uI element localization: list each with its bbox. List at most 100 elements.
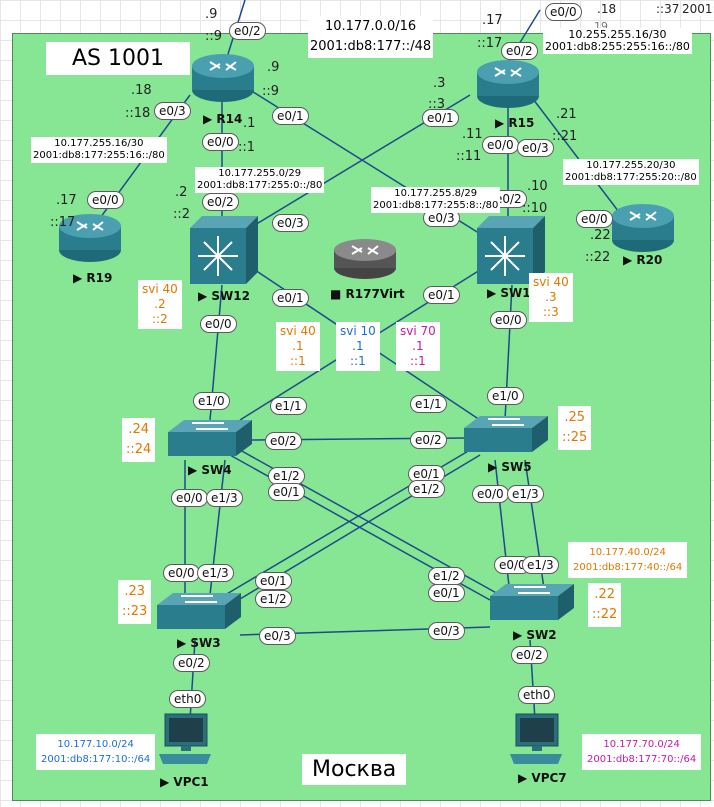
if-sw5-e11[interactable]: e1/1 [410, 395, 447, 413]
if-r14-e01[interactable]: e0/1 [272, 107, 309, 125]
r19-name: ▶ R19 [73, 271, 113, 285]
if-r15-e03[interactable]: e0/3 [517, 139, 554, 157]
svi-vip40-v4: .1 [292, 339, 304, 353]
net-r14-r19-v4: 10.177.255.16/30 [54, 138, 144, 149]
switch-sw4-icon[interactable] [168, 420, 252, 458]
net-r15-top-v4: 10.255.255.16/30 [568, 28, 667, 41]
svi-sw12-v6: ::2 [152, 312, 168, 326]
sw5-name: ▶ SW5 [488, 460, 532, 474]
switch-sw5-icon[interactable] [464, 416, 548, 454]
if-sw3-e01[interactable]: e0/1 [255, 572, 292, 590]
net-r15-r20: 10.177.255.20/30 2001:db8:177:255:20::/8… [563, 159, 699, 185]
if-sw5-e12[interactable]: e1/2 [408, 480, 445, 498]
if-sw2-e02[interactable]: e0/2 [511, 646, 548, 664]
addr-sw2-v4: .22 [594, 587, 615, 602]
if-r14-e00[interactable]: e0/0 [202, 133, 239, 151]
router-r19-icon[interactable] [57, 210, 123, 266]
addr-sw5: .25 ::25 [558, 406, 592, 450]
addr-r15-left-v4: .3 [433, 76, 446, 91]
if-r14-e03[interactable]: e0/3 [154, 102, 191, 120]
top-edge-c: 2001: [682, 2, 714, 16]
svi-sw12-v4: .2 [154, 297, 166, 311]
if-sw4-e12[interactable]: e1/2 [268, 467, 305, 485]
switch-sw3-icon[interactable] [157, 593, 241, 631]
svi-vip40-name: svi 40 [280, 324, 316, 338]
if-sw2-e12[interactable]: e1/2 [428, 567, 465, 585]
if-sw4-e02[interactable]: e0/2 [265, 432, 302, 450]
r177virt-name: ■ R177Virt [330, 287, 405, 301]
r15-label: R15 [508, 116, 535, 130]
if-sw2-e13[interactable]: e1/3 [522, 556, 559, 574]
if-r14-e02[interactable]: e0/2 [229, 22, 266, 40]
if-sw3-e12[interactable]: e1/2 [255, 590, 292, 608]
if-sw13-e01[interactable]: e0/1 [423, 286, 460, 304]
if-sw2-e01[interactable]: e0/1 [428, 584, 465, 602]
if-sw4-e11[interactable]: e1/1 [270, 397, 307, 415]
addr-sw5-v6: ::25 [562, 430, 588, 445]
lan-vlan10-v4: 10.177.10.0/24 [57, 739, 134, 750]
if-sw12-e00[interactable]: e0/0 [200, 315, 237, 333]
if-sw4-e10[interactable]: e1/0 [193, 392, 230, 410]
if-sw2-e03[interactable]: e0/3 [428, 622, 465, 640]
l3switch-sw12-icon[interactable] [190, 216, 258, 284]
net-r14-sw12: 10.177.255.0/29 2001:db8:177:255:0::/80 [195, 167, 325, 193]
sw4-name: ▶ SW4 [188, 463, 232, 477]
lan-vlan40-v4: 10.177.40.0/24 [589, 547, 666, 558]
if-sw12-e01[interactable]: e0/1 [272, 289, 309, 307]
if-r19-e00[interactable]: e0/0 [87, 191, 124, 209]
if-r15-e01[interactable]: e0/1 [422, 109, 459, 127]
addr-r14-down-v6: ::1 [238, 140, 256, 155]
addr-sw12-v4: .2 [175, 185, 188, 200]
if-sw4-e01[interactable]: e0/1 [268, 483, 305, 501]
if-sw5-e13[interactable]: e1/3 [507, 485, 544, 503]
if-sw5-e00[interactable]: e0/0 [472, 485, 509, 503]
addr-sw4-v6: ::24 [126, 442, 152, 457]
if-sw5-e01[interactable]: e0/1 [408, 465, 445, 483]
lan-vlan10: 10.177.10.0/24 2001:db8:177:10::/64 [36, 734, 156, 770]
router-r14-icon[interactable] [190, 50, 256, 106]
lan-vlan40: 10.177.40.0/24 2001:db8:177:40::/64 [568, 542, 688, 578]
link-r15-r20 [529, 94, 626, 221]
net-top-v4: 10.177.0.0/16 [324, 19, 417, 34]
svi-sw13-name: svi 40 [533, 275, 569, 289]
router-r177virt-icon[interactable] [332, 236, 398, 282]
if-r15-e00[interactable]: e0/0 [482, 136, 519, 154]
if-sw5-e10[interactable]: e1/0 [487, 387, 524, 405]
addr-r19-v6: ::17 [50, 215, 76, 230]
top-edge-b: ::37 [656, 2, 680, 16]
if-sw4-e00[interactable]: e0/0 [171, 489, 208, 507]
if-sw3-e13[interactable]: e1/3 [197, 564, 234, 582]
router-r15-icon[interactable] [475, 56, 541, 112]
pc-vpc1-icon[interactable] [157, 712, 213, 768]
svi-vip10-name: svi 10 [340, 324, 376, 338]
location-label: Москва [302, 754, 407, 785]
if-sw3-e00[interactable]: e0/0 [163, 564, 200, 582]
if-r15-e02[interactable]: e0/2 [501, 42, 538, 60]
pc-vpc7-icon[interactable] [508, 712, 564, 768]
addr-r14-left-v6: ::18 [125, 106, 151, 121]
if-vpc1-eth0[interactable]: eth0 [169, 690, 207, 708]
if-r20-e00[interactable]: e0/0 [576, 210, 613, 228]
if-sw3-e02[interactable]: e0/2 [173, 654, 210, 672]
if-sw12-e03[interactable]: e0/3 [272, 214, 309, 232]
net-r14-r19: 10.177.255.16/30 2001:db8:177:255:16::/8… [31, 137, 167, 163]
if-sw5-e02[interactable]: e0/2 [410, 431, 447, 449]
net-r14-r19-v6: 2001:db8:177:255:16::/80 [33, 150, 165, 161]
if-sw4-e13[interactable]: e1/3 [206, 489, 243, 507]
if-sw3-e03[interactable]: e0/3 [259, 627, 296, 645]
if-sw12-e02[interactable]: e0/2 [202, 193, 239, 211]
if-r15-e00-top[interactable]: e0/0 [545, 3, 582, 21]
addr-sw2-v6: ::22 [592, 607, 618, 622]
router-r20-icon[interactable] [610, 200, 676, 256]
lan-vlan10-v6: 2001:db8:177:10::/64 [41, 754, 151, 765]
addr-r14-left-v4: .18 [131, 83, 152, 98]
svi-vip40: svi 40 .1 ::1 [276, 322, 320, 371]
if-sw2-e00[interactable]: e0/0 [494, 556, 531, 574]
if-sw13-e00[interactable]: e0/0 [490, 311, 527, 329]
switch-sw2-icon[interactable] [490, 584, 574, 622]
svi-sw13-v6: ::3 [543, 305, 559, 319]
sw4-label: SW4 [201, 463, 232, 477]
if-vpc7-eth0[interactable]: eth0 [518, 686, 556, 704]
l3switch-sw13-icon[interactable] [477, 216, 545, 284]
addr-r19-v4: .17 [56, 193, 77, 208]
